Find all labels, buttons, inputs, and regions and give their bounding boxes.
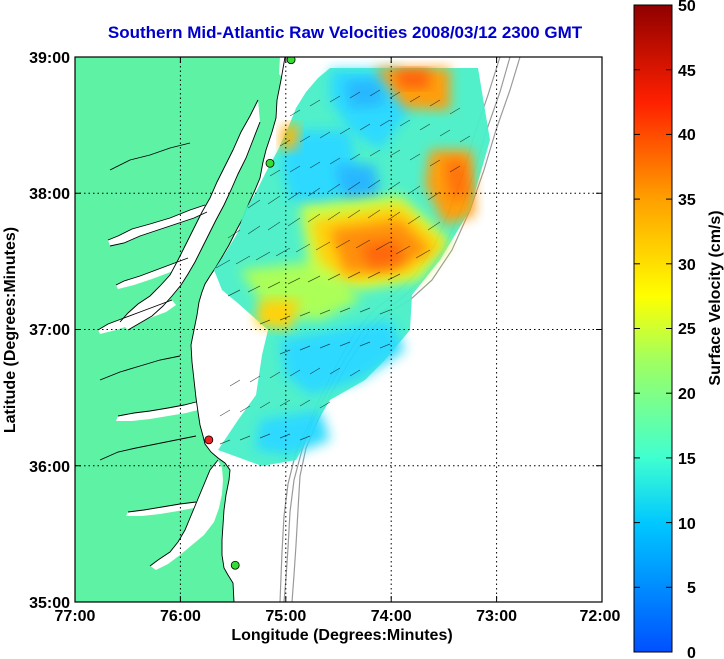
grid-lines: [75, 57, 602, 602]
x-axis-label: Longitude (Degrees:Minutes): [231, 627, 452, 644]
map-plot-area: [74, 56, 603, 603]
colorbar-tick-label: 20: [678, 386, 696, 403]
hatteras-station: [204, 435, 214, 445]
colorbar: 50 45 40 35 30 25 20 15 10 5 0 Surface V…: [633, 0, 724, 659]
x-tick-label: 75:00: [265, 608, 306, 625]
colorbar-tick-label: 35: [678, 192, 696, 209]
colorbar-tick-label: 25: [678, 321, 696, 338]
colorbar-tick-label: 0: [687, 645, 696, 659]
albemarle-sound: [116, 402, 198, 421]
colorbar-ticks: [634, 69, 672, 588]
colorbar-tick-label: 10: [678, 516, 696, 533]
tick-marks: [75, 57, 602, 602]
pamlico-sound: [150, 460, 223, 570]
x-tick-label: 73:00: [476, 608, 517, 625]
colorbar-tick-label: 5: [687, 580, 696, 597]
south-station: [230, 560, 240, 570]
y-tick-labels: 39:00 38:00 37:00 36:00 35:00: [29, 50, 70, 612]
potomac-river: [108, 205, 207, 246]
y-axis-label: Latitude (Degrees:Minutes): [2, 227, 19, 433]
pamlico-river: [126, 502, 196, 516]
radar-stations: [204, 57, 296, 570]
york-james-rivers: [98, 300, 176, 334]
colorbar-gradient: [633, 4, 673, 653]
map-title: Southern Mid-Atlantic Raw Velocities 200…: [108, 23, 583, 42]
x-tick-label: 74:00: [371, 608, 412, 625]
colorbar-label: Surface Velocity (cm/s): [707, 210, 724, 385]
colorbar-tick-label: 50: [678, 0, 696, 15]
velocity-field: [214, 68, 490, 466]
mid-station: [265, 158, 275, 168]
colorbar-tick-label: 45: [678, 63, 696, 80]
colorbar-tick-label: 15: [678, 451, 696, 468]
north-station: [286, 57, 296, 65]
coastlines: [97, 57, 286, 602]
colorbar-tick-label: 30: [678, 257, 696, 274]
y-tick-label: 37:00: [29, 322, 70, 339]
velocity-vectors: [215, 89, 471, 445]
y-tick-label: 35:00: [29, 595, 70, 612]
y-tick-label: 38:00: [29, 186, 70, 203]
x-tick-label: 77:00: [55, 608, 96, 625]
y-tick-label: 36:00: [29, 459, 70, 476]
x-tick-label: 72:00: [580, 608, 621, 625]
colorbar-tick-label: 40: [678, 127, 696, 144]
x-tick-label: 76:00: [160, 608, 201, 625]
y-tick-label: 39:00: [29, 50, 70, 67]
x-tick-labels: 77:00 76:00 75:00 74:00 73:00 72:00: [55, 608, 621, 625]
rappahannock-river: [116, 258, 188, 289]
